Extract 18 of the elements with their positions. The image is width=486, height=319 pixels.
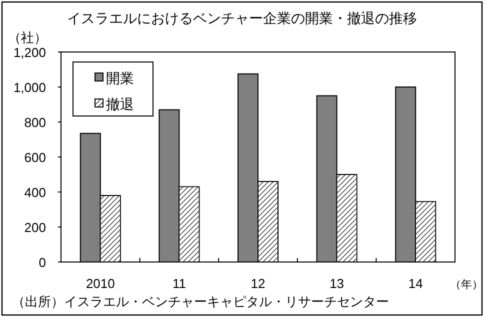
legend-label: 開業	[106, 70, 134, 86]
x-tick-label: 13	[330, 276, 344, 291]
y-axis-title: （社）	[8, 30, 47, 45]
x-axis-title: （年）	[450, 279, 483, 291]
x-tick-label: 14	[408, 276, 423, 291]
y-tick-label: 1,200	[13, 45, 46, 60]
y-tick-label: 200	[24, 220, 46, 235]
text: （出所）イスラエル・ベンチャーキャピタル・リサーチセンター	[12, 294, 389, 309]
x-tick-label: 2010	[86, 276, 115, 291]
x-tick-label: 12	[250, 276, 266, 291]
y-tick-label: 600	[24, 150, 46, 165]
y-tick-label: 1,000	[13, 80, 46, 95]
y-tick-label: 0	[38, 255, 46, 270]
y-tick-label: 800	[24, 115, 46, 130]
y-tick-label: 400	[24, 185, 46, 200]
chart-title: イスラエルにおけるベンチャー企業の開業・撤退の推移	[67, 10, 417, 26]
legend-label: 撤退	[106, 96, 134, 112]
x-tick-label: 11	[172, 276, 186, 291]
